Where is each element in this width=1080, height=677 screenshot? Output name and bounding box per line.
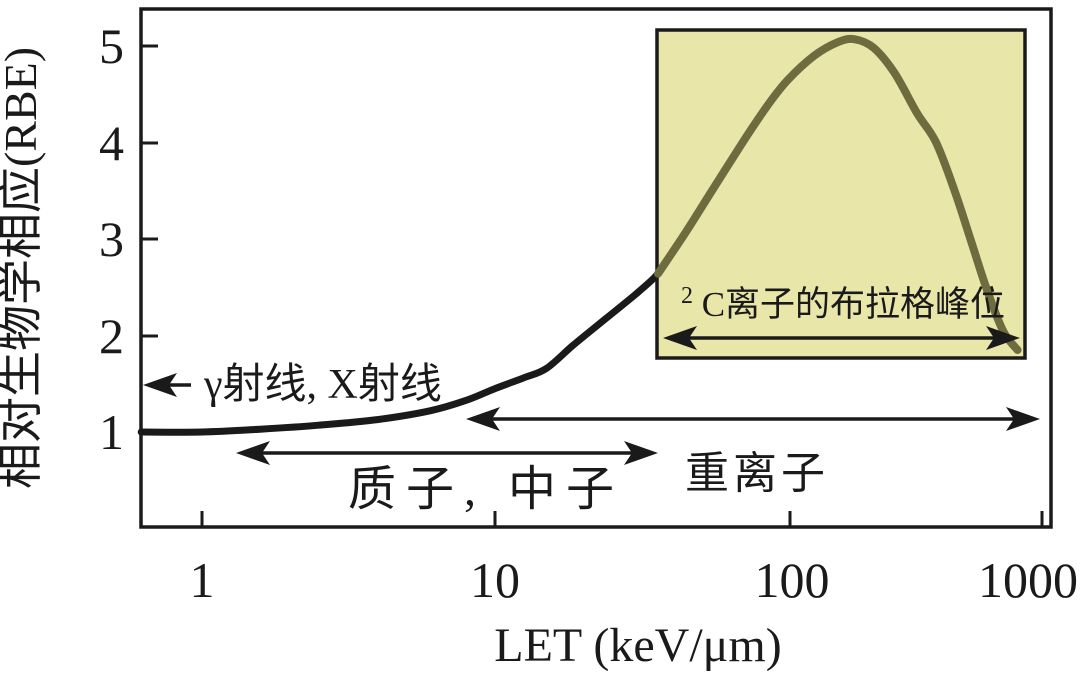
bragg-range-arrowhead-left-icon xyxy=(663,326,697,350)
y-tick-labels: 5 4 3 2 1 xyxy=(99,18,124,460)
y-axis-title: 相对生物学相应(RBE) xyxy=(0,47,46,489)
x-tick-labels: 1 10 100 1000 xyxy=(190,552,1079,608)
y-tick-label-5: 5 xyxy=(99,18,124,74)
x-tick-label-10: 10 xyxy=(470,552,520,608)
rbe-curve-bragg-peak xyxy=(654,34,1022,354)
gamma-xray-annotation: γ射线, X射线 xyxy=(143,362,442,408)
bragg-inset-label: 2 C离子的布拉格峰位 xyxy=(681,272,1005,324)
rbe-curve-main xyxy=(137,260,669,436)
bragg-inset-box xyxy=(655,28,1027,360)
proton-neutron-arrowhead-right-icon xyxy=(624,441,658,465)
gamma-xray-label: γ射线, X射线 xyxy=(203,362,442,408)
x-axis-title: LET (keV/μm) xyxy=(494,619,781,672)
bragg-range-arrow xyxy=(663,326,1020,350)
proton-neutron-arrowhead-left-icon xyxy=(236,441,270,465)
heavy-ion-annotation: 重离子 xyxy=(466,407,1040,498)
heavy-ion-arrowhead-left-icon xyxy=(466,407,500,431)
proton-neutron-label: 质子, 中子 xyxy=(348,463,624,516)
y-tick-label-3: 3 xyxy=(99,211,124,267)
heavy-ion-label: 重离子 xyxy=(685,449,829,498)
bragg-inset-label-text: C离子的布拉格峰位 xyxy=(702,285,1005,324)
y-tick-label-1: 1 xyxy=(99,404,124,460)
proton-neutron-annotation: 质子, 中子 xyxy=(236,441,658,516)
y-tick-label-2: 2 xyxy=(99,308,124,364)
y-axis-ticks xyxy=(141,44,158,434)
x-tick-label-1000: 1000 xyxy=(978,552,1078,608)
bragg-range-arrowhead-right-icon xyxy=(986,326,1020,350)
bragg-inset-label-superscript: 2 xyxy=(681,283,693,309)
gamma-arrowhead-left-icon xyxy=(143,373,177,397)
x-axis-ticks xyxy=(200,511,1044,526)
x-tick-label-100: 100 xyxy=(755,552,830,608)
plot-frame xyxy=(139,7,1053,529)
x-tick-label-1: 1 xyxy=(190,552,215,608)
heavy-ion-arrowhead-right-icon xyxy=(1006,407,1040,431)
y-tick-label-4: 4 xyxy=(99,115,124,171)
